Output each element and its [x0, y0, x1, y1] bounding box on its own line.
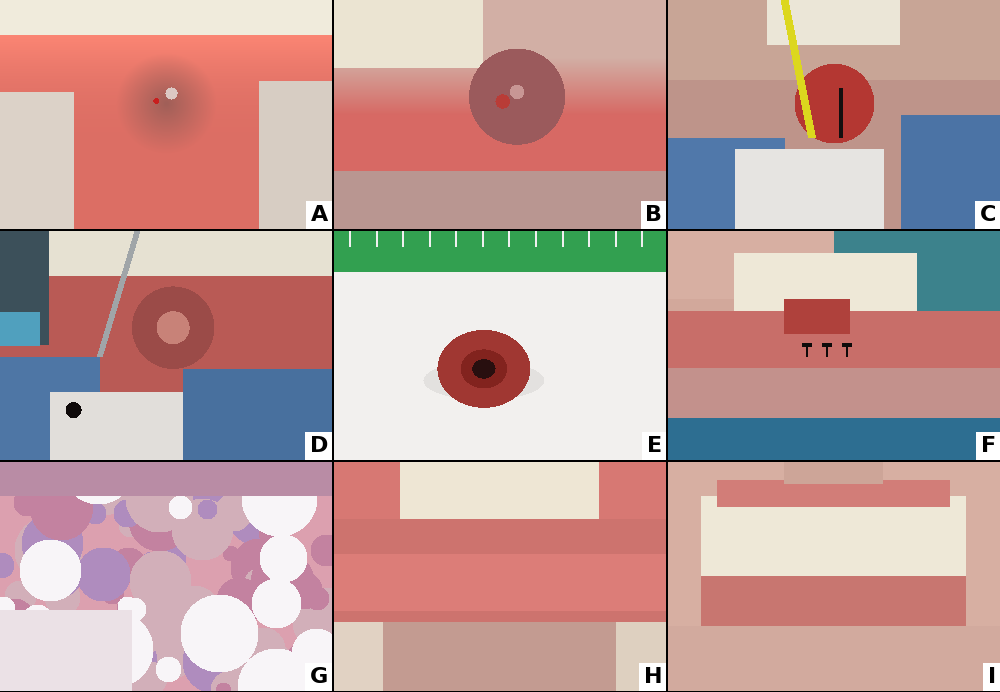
Text: A: A: [311, 205, 328, 225]
Text: F: F: [981, 436, 996, 456]
Text: H: H: [644, 667, 662, 687]
Text: I: I: [988, 667, 996, 687]
Text: B: B: [645, 205, 662, 225]
Text: C: C: [980, 205, 996, 225]
Text: D: D: [310, 436, 328, 456]
Text: E: E: [647, 436, 662, 456]
Text: G: G: [310, 667, 328, 687]
